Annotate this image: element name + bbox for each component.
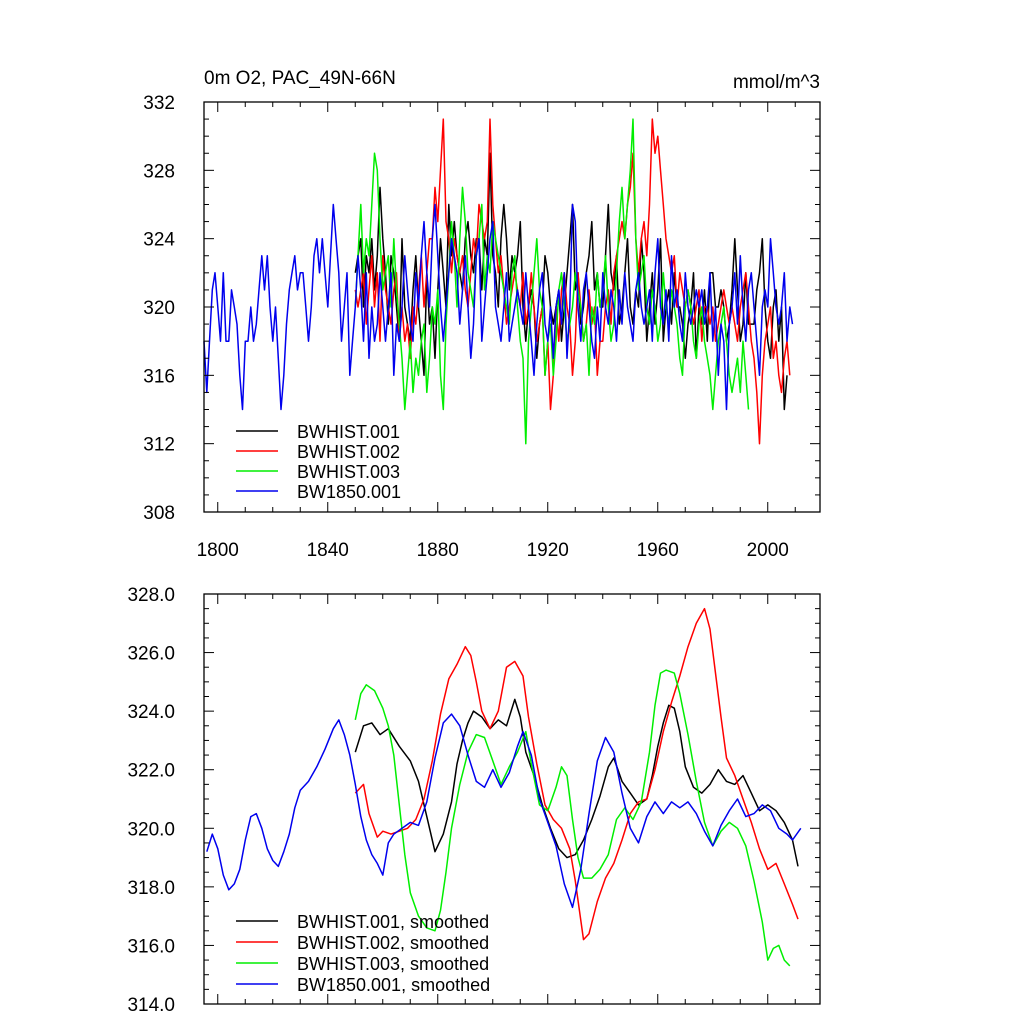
y-tick-label: 312 bbox=[143, 435, 175, 456]
y-tick-label: 320.0 bbox=[127, 819, 175, 840]
legend-label: BWHIST.002, smoothed bbox=[297, 933, 489, 953]
x-tick-label: 1840 bbox=[307, 540, 349, 561]
x-tick-label: 1800 bbox=[197, 540, 239, 561]
y-tick-label: 328.0 bbox=[127, 585, 175, 606]
y-tick-label: 326.0 bbox=[127, 644, 175, 665]
legend-label: BW1850.001 bbox=[297, 482, 401, 502]
legend-label: BWHIST.002 bbox=[297, 442, 400, 462]
bottom-panel-ticks: 314.0 316.0 318.0 320.0 322.0 324.0 326.0 328.0 bbox=[127, 585, 820, 1016]
top-panel-series bbox=[203, 118, 794, 445]
y-tick-label: 314.0 bbox=[127, 995, 175, 1016]
series-line-bwhist-003 bbox=[354, 118, 750, 445]
bottom-panel: 314.0 316.0 318.0 320.0 322.0 324.0 326.0 328.0… bbox=[127, 585, 821, 1016]
series-line-bwhist-002-smoothed bbox=[354, 607, 799, 941]
top-panel-title: 0m O2, PAC_49N-66N bbox=[204, 68, 396, 89]
x-tick-label: 2000 bbox=[747, 540, 789, 561]
x-tick-label: 1960 bbox=[637, 540, 679, 561]
legend-label: BWHIST.003 bbox=[297, 462, 400, 482]
legend-label: BWHIST.001 bbox=[297, 422, 400, 442]
series-line-bwhist-002 bbox=[354, 118, 791, 445]
y-tick-label: 316 bbox=[143, 366, 175, 387]
series-line-bw1850-001 bbox=[203, 203, 794, 411]
series-line-bwhist-001-smoothed bbox=[354, 698, 799, 867]
y-tick-label: 332 bbox=[143, 93, 175, 114]
y-tick-label: 318.0 bbox=[127, 878, 175, 899]
y-tick-label: 324.0 bbox=[127, 702, 175, 723]
legend-label: BWHIST.003, smoothed bbox=[297, 954, 489, 974]
top-panel: 0m O2, PAC_49N-66N mmol/m^3 1800 1840 1880… bbox=[143, 68, 821, 561]
bottom-panel-series bbox=[206, 607, 802, 967]
legend-label: BWHIST.001, smoothed bbox=[297, 912, 489, 932]
y-tick-label: 328 bbox=[143, 161, 175, 182]
legend-label: BW1850.001, smoothed bbox=[297, 975, 490, 995]
y-tick-label: 322.0 bbox=[127, 761, 175, 782]
y-tick-label: 324 bbox=[143, 230, 175, 251]
top-panel-ticks: 1800 1840 1880 1920 1960 2000 308 312 316 320 324 3… bbox=[143, 93, 820, 561]
y-tick-label: 320 bbox=[143, 298, 175, 319]
top-panel-units: mmol/m^3 bbox=[733, 72, 820, 93]
y-tick-label: 316.0 bbox=[127, 936, 175, 957]
x-tick-label: 1920 bbox=[527, 540, 569, 561]
series-line-bw1850-001-smoothed bbox=[206, 713, 802, 909]
series-line-bwhist-003-smoothed bbox=[354, 669, 791, 967]
y-tick-label: 308 bbox=[143, 503, 175, 524]
x-tick-label: 1880 bbox=[417, 540, 459, 561]
